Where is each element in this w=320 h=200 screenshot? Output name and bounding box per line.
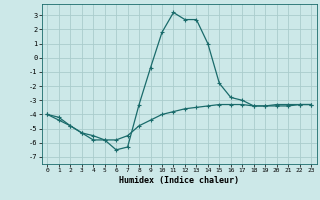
X-axis label: Humidex (Indice chaleur): Humidex (Indice chaleur) [119,176,239,185]
